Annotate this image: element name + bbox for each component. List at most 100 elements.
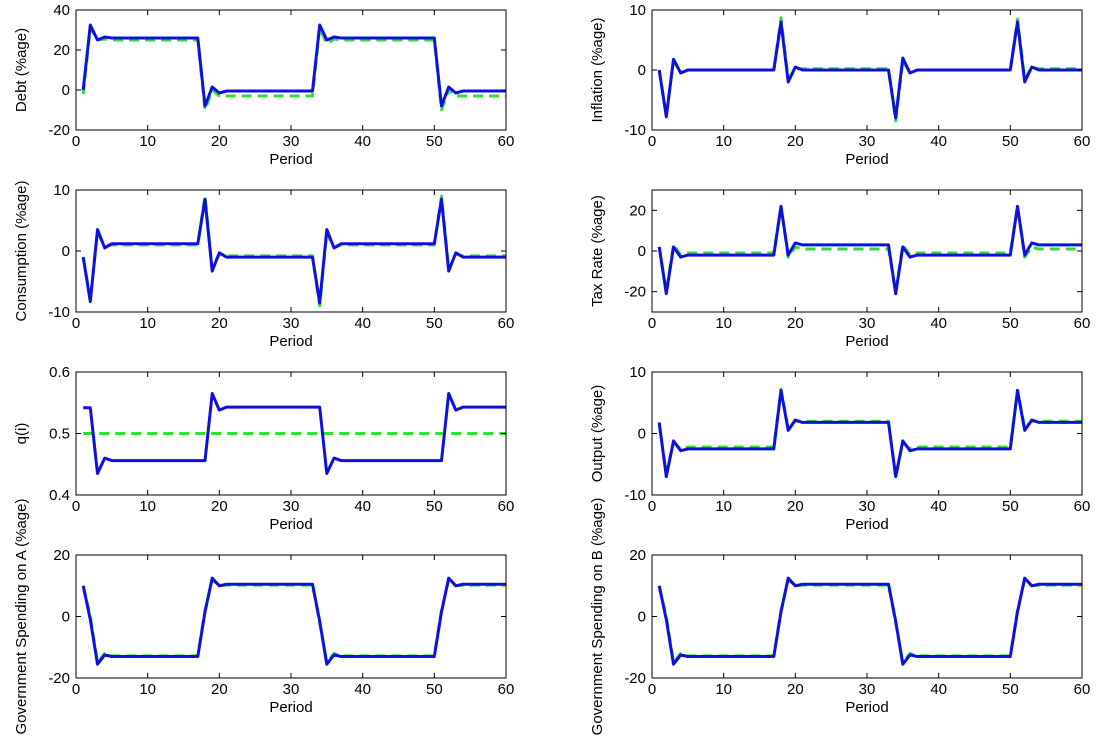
y-tick-label: 0 (638, 609, 646, 626)
x-tick-label: 0 (648, 315, 656, 332)
y-tick-label: 10 (629, 364, 646, 381)
series-line-solid (657, 20, 1082, 120)
series-line-dashed (81, 26, 506, 112)
x-tick-label: 20 (787, 315, 804, 332)
y-tick-label: 0.5 (49, 426, 70, 443)
x-tick-label: 20 (787, 681, 804, 698)
x-tick-label: 60 (498, 133, 515, 150)
series-line-solid (83, 392, 506, 475)
x-tick-label: 30 (859, 315, 876, 332)
y-tick-label: 0 (62, 609, 70, 626)
x-tick-label: 50 (426, 133, 443, 150)
y-tick-label: 0 (638, 62, 646, 79)
x-tick-label: 60 (1074, 498, 1091, 515)
x-tick-label: 50 (426, 498, 443, 515)
x-tick-label: 30 (283, 133, 300, 150)
x-tick-label: 60 (498, 315, 515, 332)
x-tick-label: 60 (1074, 315, 1091, 332)
x-axis-label: Period (845, 516, 888, 533)
y-tick-label: 20 (53, 42, 70, 59)
x-tick-label: 10 (715, 133, 732, 150)
x-tick-label: 40 (930, 315, 947, 332)
x-axis-label: Period (269, 699, 312, 716)
x-tick-label: 20 (211, 681, 228, 698)
y-tick-label: 0.6 (49, 364, 70, 381)
y-tick-label: 10 (629, 2, 646, 19)
series-line-solid (81, 197, 506, 305)
y-axis-label: Government Spending on A (%age) (13, 499, 30, 735)
panel-gov-spending-a: 0 10 20 30 40 50 60 -20 0 20 Period Government Spen… (13, 499, 514, 735)
y-axis-label: Consumption (%age) (13, 181, 30, 322)
x-tick-label: 10 (139, 133, 156, 150)
x-tick-label: 30 (859, 133, 876, 150)
y-tick-label: -10 (624, 487, 646, 504)
y-tick-label: -20 (48, 670, 70, 687)
x-tick-label: 10 (715, 498, 732, 515)
y-tick-label: -10 (624, 122, 646, 139)
y-tick-label: 0.4 (49, 487, 70, 504)
x-tick-label: 50 (426, 315, 443, 332)
x-tick-label: 50 (426, 681, 443, 698)
x-tick-label: 30 (283, 681, 300, 698)
x-tick-label: 10 (139, 498, 156, 515)
y-axis-label: Tax Rate (%age) (589, 195, 606, 307)
x-tick-label: 0 (72, 498, 80, 515)
x-tick-label: 30 (283, 315, 300, 332)
x-tick-label: 40 (930, 498, 947, 515)
series-line-solid (81, 23, 506, 108)
x-tick-label: 50 (1002, 681, 1019, 698)
series-line-solid (657, 576, 1082, 666)
x-tick-label: 10 (715, 681, 732, 698)
x-tick-label: 60 (1074, 133, 1091, 150)
panel-q-i: 0 10 20 30 40 50 60 0.4 0.5 0.6 Period q(i) (13, 364, 514, 533)
x-tick-label: 30 (859, 681, 876, 698)
series-line-dashed (657, 578, 1082, 665)
x-axis-label: Period (269, 151, 312, 168)
x-tick-label: 60 (498, 498, 515, 515)
x-tick-label: 20 (211, 133, 228, 150)
x-tick-label: 0 (648, 133, 656, 150)
x-axis-label: Period (269, 516, 312, 533)
x-tick-label: 0 (648, 681, 656, 698)
x-tick-label: 40 (354, 498, 371, 515)
x-tick-label: 20 (787, 133, 804, 150)
y-tick-label: 20 (629, 547, 646, 564)
x-tick-label: 40 (930, 681, 947, 698)
series-line-dashed (81, 578, 506, 665)
y-tick-label: -10 (48, 304, 70, 321)
x-tick-label: 0 (72, 315, 80, 332)
plot-frame (75, 9, 507, 131)
y-tick-label: 40 (53, 2, 70, 19)
y-axis-label: Inflation (%age) (589, 17, 606, 122)
x-tick-label: 20 (211, 315, 228, 332)
x-tick-label: 40 (354, 681, 371, 698)
x-tick-label: 50 (1002, 133, 1019, 150)
y-axis-label: Debt (%age) (13, 28, 30, 112)
x-axis-label: Period (845, 151, 888, 168)
y-axis-label: q(i) (13, 423, 30, 445)
x-tick-label: 10 (139, 315, 156, 332)
y-tick-label: 0 (62, 243, 70, 260)
x-tick-label: 40 (930, 133, 947, 150)
x-axis-label: Period (845, 333, 888, 350)
y-tick-label: 0 (638, 243, 646, 260)
x-tick-label: 10 (715, 315, 732, 332)
y-tick-label: 20 (629, 202, 646, 219)
x-tick-label: 30 (859, 498, 876, 515)
series-line-solid (657, 204, 1082, 296)
x-tick-label: 60 (1074, 681, 1091, 698)
x-tick-label: 30 (283, 498, 300, 515)
x-tick-label: 0 (648, 498, 656, 515)
y-tick-label: 0 (638, 426, 646, 443)
y-axis-label: Output (%age) (589, 385, 606, 483)
x-tick-label: 50 (1002, 498, 1019, 515)
x-axis-label: Period (269, 333, 312, 350)
y-tick-label: -20 (48, 122, 70, 139)
y-tick-label: 10 (53, 182, 70, 199)
y-tick-label: 20 (53, 547, 70, 564)
